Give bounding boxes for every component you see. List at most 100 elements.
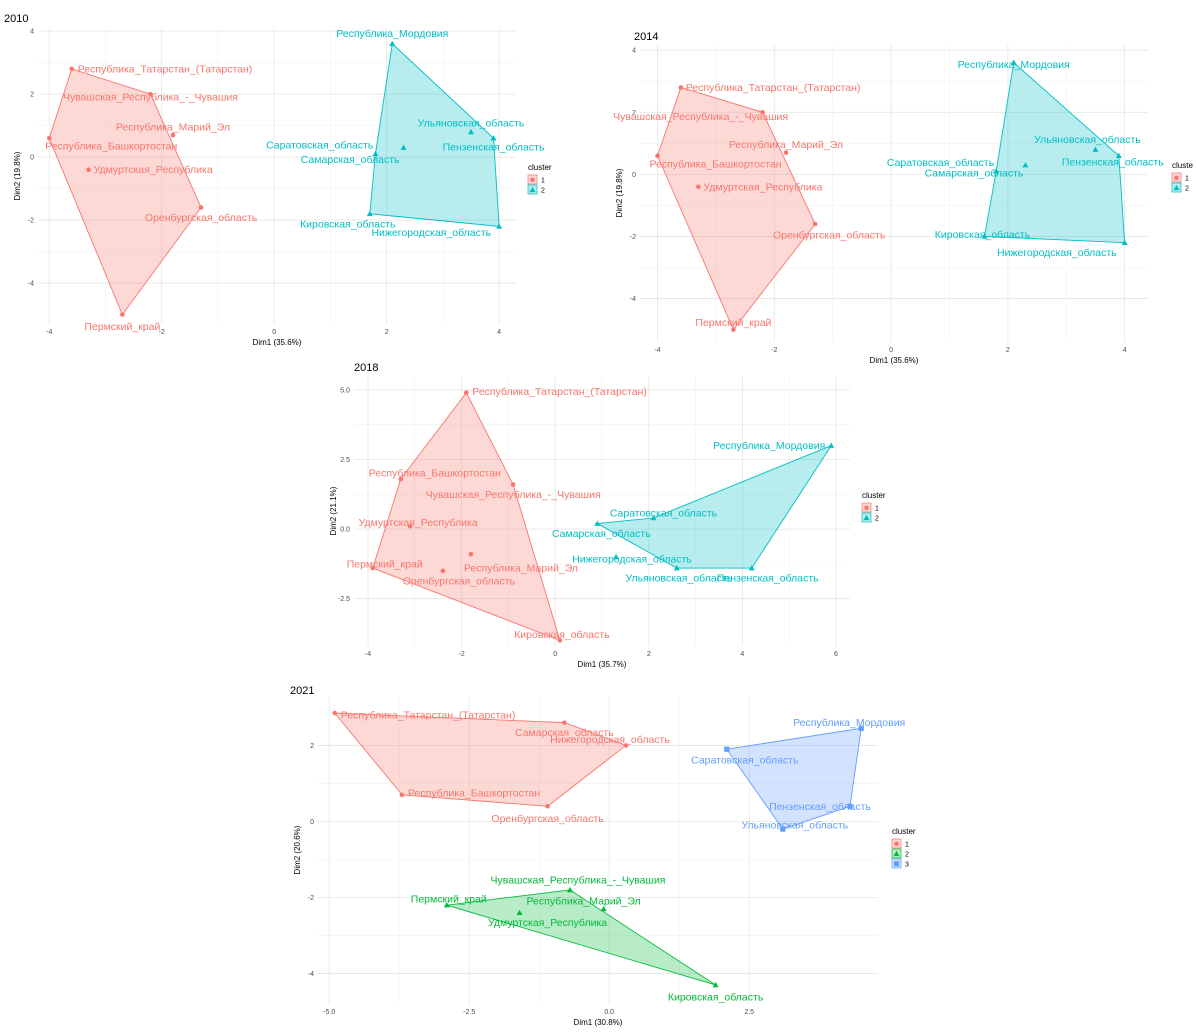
- y-axis-label: Dim2 (19.8%): [615, 168, 624, 217]
- y-tick-label: -2: [630, 234, 636, 241]
- data-point: [567, 886, 573, 893]
- x-axis-label: Dim1 (35.6%): [870, 356, 919, 365]
- legend-key: [1173, 184, 1180, 191]
- x-tick-label: 0: [889, 347, 893, 354]
- chart-2010-svg: -4 -2 0 2 4 -4 -2 0 2 4 Республика_Татарстан_(Тата…: [4, 13, 552, 347]
- point-label: Самарская_область: [925, 168, 1024, 180]
- data-point: [783, 150, 789, 155]
- data-point: [731, 327, 736, 332]
- point-label: Пермский_край: [695, 317, 771, 329]
- data-point: [468, 128, 475, 135]
- y-tick-label: 0: [310, 819, 314, 826]
- point-label: Саратовская_область: [691, 755, 799, 767]
- point-label: Республика_Башкортостан: [408, 787, 540, 799]
- point-label: Чувашская_Республика_-_Чувашия: [613, 111, 788, 123]
- cluster-hull-2: [369, 42, 500, 227]
- grid: [354, 376, 850, 646]
- chart-title: 2014: [634, 31, 658, 43]
- legend-entry-label: 1: [905, 842, 909, 849]
- data-point: [399, 792, 405, 798]
- point-label: Пермский_край: [84, 321, 160, 333]
- x-tick-label: 4: [497, 329, 501, 336]
- point-label: Саратовская_область: [610, 507, 718, 519]
- data-point: [407, 524, 413, 529]
- data-point: [613, 553, 620, 560]
- data-point: [1010, 59, 1017, 65]
- data-point: [464, 390, 469, 396]
- data-point: [650, 514, 657, 521]
- data-point: [557, 638, 563, 643]
- x-tick-label: -2: [459, 651, 465, 658]
- data-point: [516, 909, 523, 916]
- legend-entry-label: 2: [905, 852, 909, 859]
- point-label: Ульяновская_область: [418, 117, 525, 129]
- point-label: Нижегородская_область: [550, 734, 670, 746]
- point-label: Удмуртская_Республика: [488, 917, 607, 929]
- y-tick-label: 0.0: [340, 527, 350, 534]
- grid: [318, 696, 878, 1004]
- point-label: Ульяновская_область: [1034, 134, 1141, 146]
- point-label: Саратовская_область: [266, 139, 374, 151]
- y-tick-label: -4: [630, 296, 636, 303]
- point-label: Республика_Башкортостан: [45, 141, 177, 153]
- y-tick-label: 0: [632, 172, 636, 179]
- point-label: Республика_Татарстан_(Татарстан): [686, 82, 861, 94]
- cluster-hull-2: [446, 889, 716, 986]
- data-point: [332, 710, 338, 716]
- point-label: Кировская_область: [514, 629, 610, 641]
- y-tick-label: -2: [308, 895, 314, 902]
- x-tick-label: -5.0: [323, 1009, 335, 1016]
- cluster-hull-1: [372, 391, 561, 642]
- y-tick-label: 4: [30, 29, 34, 36]
- data-point: [46, 135, 52, 141]
- x-tick-label: -2.5: [463, 1009, 475, 1016]
- point-label: Оренбургская_область: [773, 230, 886, 242]
- point-label: Республика_Мордовия: [336, 28, 448, 40]
- point-label: Пензенская_область: [443, 142, 545, 154]
- point-label: Республика_Марий_Эл: [527, 895, 641, 907]
- x-tick-label: -4: [654, 347, 660, 354]
- y-axis-label: Dim2 (21.1%): [329, 486, 338, 535]
- data-point: [545, 803, 550, 809]
- data-point: [1115, 152, 1122, 159]
- y-tick-label: -2: [28, 218, 34, 225]
- point-label: Оренбургская_область: [403, 575, 516, 587]
- data-point: [760, 109, 765, 115]
- legend-key: [893, 850, 900, 857]
- y-tick-label: 2: [310, 743, 314, 750]
- point-label: Республика_Марий_Эл: [464, 563, 578, 575]
- legend-key: [894, 841, 899, 847]
- data-point: [562, 720, 567, 725]
- chart-2021: -5.0 -2.5 0.0 2.5 -4 -2 0 2 Республика_Татарстан…: [270, 676, 950, 1035]
- data-point: [440, 568, 446, 574]
- point-label: Республика_Татарстан_(Татарстан): [472, 386, 647, 398]
- legend-entry-label: 1: [875, 506, 879, 513]
- x-tick-label: -4: [46, 329, 52, 336]
- y-tick-label: 4: [632, 48, 636, 55]
- data-point: [400, 144, 407, 150]
- cluster-hull-1: [657, 86, 816, 331]
- legend-key: [529, 186, 536, 193]
- y-axis-label: Dim2 (20.6%): [293, 825, 302, 874]
- y-tick-label: 2.5: [340, 457, 350, 464]
- point-label: Республика_Башкортостан: [649, 158, 781, 170]
- grid: [38, 28, 516, 324]
- point-label: Пензенская_область: [717, 573, 819, 585]
- point-label: Ульяновская_область: [741, 820, 848, 832]
- point-label: Республика_Татарстан_(Татарстан): [78, 63, 253, 75]
- point-label: Республика_Мордовия: [793, 717, 905, 729]
- data-point: [812, 221, 818, 227]
- x-tick-label: 4: [1123, 347, 1127, 354]
- data-point: [712, 981, 719, 988]
- x-tick-label: 2: [1006, 347, 1010, 354]
- point-label: Кировская_область: [935, 229, 1031, 241]
- x-axis-label: Dim1 (30.8%): [574, 1018, 623, 1027]
- y-tick-label: 2: [632, 110, 636, 117]
- data-point: [490, 135, 497, 141]
- point-label: Удмуртская_Республика: [359, 517, 478, 529]
- y-tick-label: -4: [28, 281, 34, 288]
- legend-title: cluster: [892, 827, 916, 836]
- chart-2018: -4 -2 0 2 4 6 -2.5 0.0 2.5 5.0 Республика_Татарста…: [310, 360, 910, 675]
- point-label: Пермский_край: [411, 894, 487, 906]
- point-label: Республика_Мордовия: [958, 59, 1070, 71]
